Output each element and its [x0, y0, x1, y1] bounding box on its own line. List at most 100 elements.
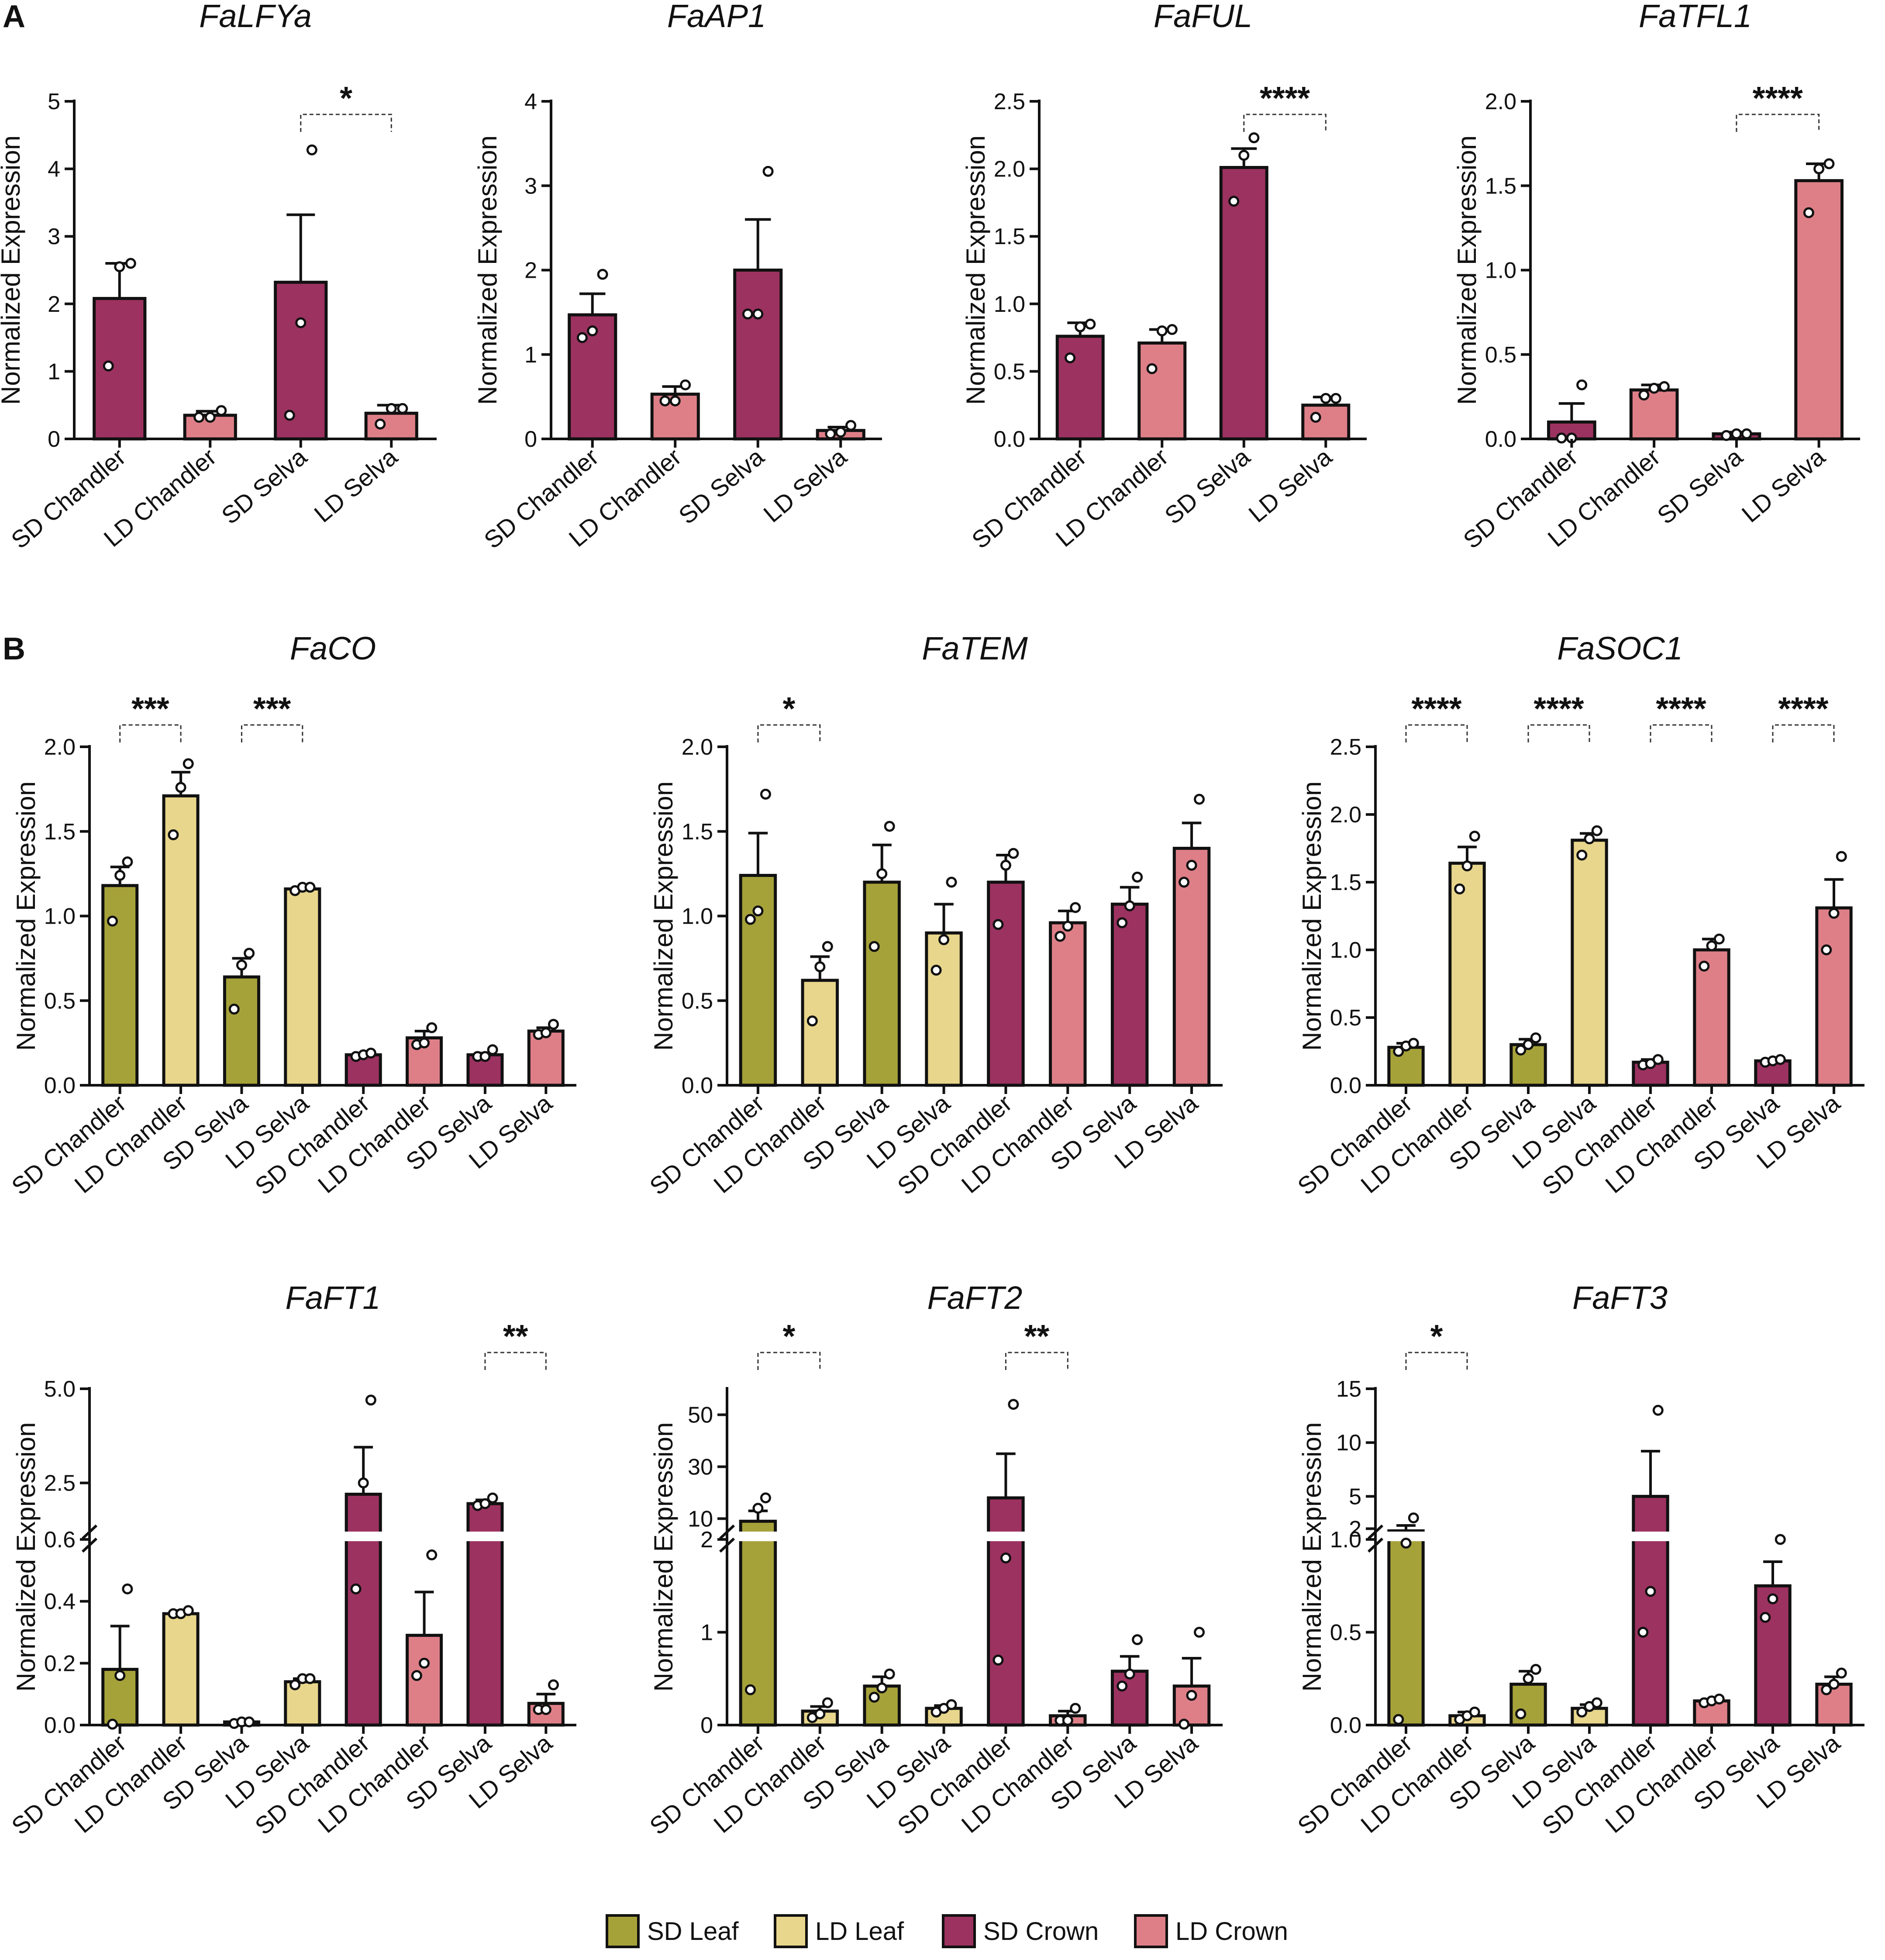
data-point: [744, 914, 756, 925]
y-tick-label: 2.5: [1330, 735, 1361, 760]
significance-bracket: [1736, 114, 1820, 132]
significance-bracket: [1243, 114, 1327, 132]
data-point: [244, 948, 255, 959]
data-point: [1828, 1679, 1840, 1690]
y-tick-label: 1.0: [1330, 1527, 1361, 1553]
data-point: [1085, 318, 1096, 330]
data-point: [175, 782, 186, 793]
significance-bracket: [484, 1352, 547, 1370]
data-point: [1228, 196, 1240, 207]
significance-label: ****: [1534, 690, 1584, 727]
data-point: [1393, 1714, 1404, 1725]
data-point: [1408, 1038, 1419, 1049]
y-tick-label: 2.5: [44, 1471, 76, 1496]
data-point: [659, 395, 671, 407]
y-tick-label: 4: [48, 157, 60, 182]
data-point: [587, 325, 598, 337]
data-point: [419, 1657, 430, 1669]
data-point: [1699, 960, 1710, 972]
significance-bracket: [119, 724, 182, 742]
y-tick-label: 2: [700, 1527, 713, 1553]
data-point: [1556, 432, 1567, 444]
bar-ld-chandler: [1049, 921, 1087, 1087]
bar-ld-selva: [364, 411, 418, 441]
significance-label: ***: [253, 690, 291, 727]
y-tick-label: 0.0: [44, 1073, 76, 1098]
data-point: [365, 1394, 376, 1406]
data-point: [1706, 940, 1717, 952]
data-point: [1194, 1627, 1205, 1638]
bar-ld-chandler: [1629, 388, 1679, 441]
y-tick-label: 0.0: [1330, 1713, 1361, 1738]
data-point: [1648, 383, 1660, 394]
chart-title: FaFT2: [927, 1280, 1023, 1316]
data-point: [487, 1044, 498, 1056]
data-point: [1515, 1708, 1527, 1719]
data-point: [825, 428, 836, 439]
bar-sd-selva: [1509, 1043, 1547, 1087]
y-tick-label: 2.0: [682, 735, 713, 760]
data-point: [107, 915, 118, 927]
data-point: [228, 1004, 240, 1015]
bar-sd-selva: [1110, 902, 1149, 1087]
y-tick-label: 0.5: [44, 988, 76, 1014]
y-tick-label: 0.6: [44, 1527, 76, 1553]
data-point: [992, 1654, 1004, 1666]
data-point: [1713, 933, 1725, 945]
data-point: [876, 868, 888, 880]
data-point: [1760, 1612, 1771, 1623]
y-tick-label: 5.0: [44, 1377, 76, 1402]
x-tick-label: LD Selva: [1243, 442, 1337, 528]
y-tick-label: 2.5: [994, 89, 1025, 114]
bar-sd-chandler: [987, 880, 1025, 1087]
data-point: [1194, 794, 1205, 805]
legend-label-ld-crown: LD Crown: [1175, 1917, 1288, 1946]
y-tick-label: 5: [1349, 1484, 1361, 1509]
y-tick-label: 2: [524, 258, 537, 283]
data-point: [236, 959, 247, 971]
data-point: [114, 1670, 126, 1681]
data-point: [884, 1668, 895, 1680]
bar-sd-selva: [223, 975, 260, 1087]
y-tick-label: 1.0: [1330, 938, 1361, 963]
y-tick-label: 30: [688, 1454, 713, 1480]
data-point: [358, 1477, 369, 1489]
data-point: [1652, 1054, 1664, 1065]
data-point: [760, 1492, 771, 1504]
data-point: [1238, 150, 1250, 161]
bar-sd-selva: [1754, 1584, 1792, 1727]
data-point: [762, 166, 774, 177]
y-axis-label: Normalized Expression: [11, 1422, 41, 1692]
data-point: [1645, 1586, 1656, 1597]
data-point: [386, 403, 397, 414]
significance-label: *: [1430, 1318, 1443, 1354]
data-point: [479, 1051, 491, 1062]
data-point: [884, 821, 895, 832]
data-point: [1117, 1680, 1128, 1692]
data-point: [244, 1716, 255, 1728]
data-point: [1576, 379, 1588, 390]
data-point: [845, 420, 857, 431]
data-point: [1523, 1039, 1534, 1050]
data-point: [930, 965, 942, 976]
data-point: [1658, 381, 1670, 392]
chart-faft1: FaFT1 Normalized Expression 2.5 5.0 0.0 0.2 0.…: [6, 1280, 576, 1840]
significance-label: **: [503, 1318, 528, 1354]
data-point: [1166, 324, 1178, 335]
chart-title: FaFT1: [286, 1280, 381, 1316]
y-tick-label: 0.0: [1485, 427, 1516, 452]
data-point: [1000, 1553, 1011, 1563]
data-point: [1124, 1668, 1135, 1680]
y-axis-label: Normalized Expression: [961, 135, 990, 405]
data-point: [752, 905, 764, 917]
bar-sd-chandler: [345, 1493, 382, 1727]
y-tick-label: 3: [524, 173, 537, 199]
significance-label: ****: [1778, 690, 1828, 727]
data-point: [1146, 363, 1158, 374]
data-point: [1156, 325, 1168, 337]
y-tick-label: 0.0: [1330, 1073, 1361, 1098]
y-tick-label: 4: [524, 89, 537, 114]
data-point: [814, 1708, 826, 1719]
data-point: [1469, 831, 1480, 842]
